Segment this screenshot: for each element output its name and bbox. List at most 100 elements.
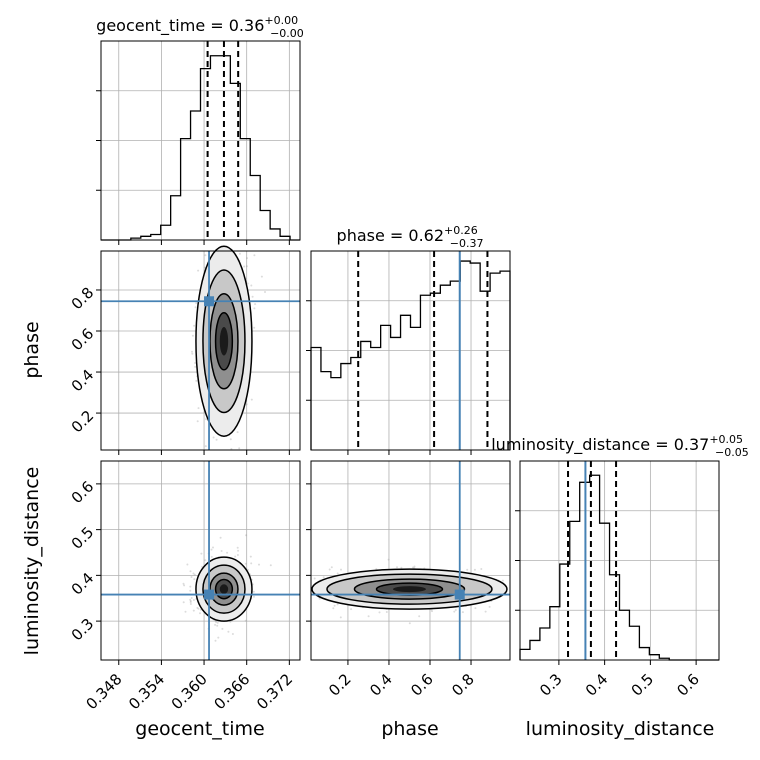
density-geocent-time-vs-luminosity-distance-sample [227,630,230,633]
density-geocent-time-vs-luminosity-distance-sample [192,599,195,601]
density-geocent-time-vs-luminosity-distance-sample [221,627,224,630]
density-geocent-time-vs-luminosity-distance-sample [237,549,240,552]
density-geocent-time-vs-luminosity-distance-sample [196,606,199,609]
density-geocent-time-vs-luminosity-distance-sample [189,585,192,588]
density-geocent-time-vs-luminosity-distance-sample [236,554,239,556]
density-geocent-time-vs-phase-sample [204,445,207,448]
density-geocent-time-vs-phase-sample [193,324,196,327]
density-geocent-time-vs-phase-sample [197,407,200,410]
xlabel-geocent-time: geocent_time [135,718,264,740]
density-phase-vs-luminosity-distance-sample [339,616,342,619]
density-geocent-time-vs-luminosity-distance-sample [220,550,223,552]
density-geocent-time-vs-phase-sample [197,269,200,272]
xtick-label-luminosity-distance: 0.4 [582,670,612,700]
density-geocent-time-vs-luminosity-distance-truth-marker [204,589,215,600]
density-geocent-time-vs-luminosity-distance-sample [193,578,196,581]
hist-phase-panel [306,250,511,455]
density-geocent-time-vs-luminosity-distance-sample [214,639,217,642]
density-phase-vs-luminosity-distance-sample [332,607,335,610]
density-geocent-time-vs-phase-sample [229,438,232,441]
hist-geocent-time-frame [100,40,301,241]
density-geocent-time-vs-luminosity-distance-sample [212,546,214,549]
density-phase-vs-luminosity-distance-sample [488,605,491,608]
density-geocent-time-vs-luminosity-distance-sample [244,562,247,565]
density-geocent-time-vs-phase-sample [254,303,257,306]
density-phase-vs-luminosity-distance-sample [322,576,325,579]
density-geocent-time-vs-luminosity-distance-sample [234,555,237,558]
density-geocent-time-vs-luminosity-distance-sample [217,636,220,639]
density-geocent-time-vs-luminosity-distance-sample [184,610,187,613]
density-phase-vs-luminosity-distance-sample [385,611,388,613]
ylabel-phase: phase [21,321,43,378]
density-geocent-time-vs-luminosity-distance-sample [249,555,252,558]
labels-layer: geocent_time = 0.36+0.00 −0.00 phase = 0.… [21,14,749,740]
density-geocent-time-vs-luminosity-distance-sample [215,621,218,623]
density-geocent-time-vs-luminosity-distance-sample [226,551,229,554]
density-geocent-time-vs-luminosity-distance-sample [182,582,185,585]
density-geocent-time-vs-phase-sample [245,403,248,406]
density-geocent-time-vs-luminosity-distance-sample [189,570,192,573]
density-geocent-time-vs-luminosity-distance-sample [189,598,192,601]
hist-luminosity-distance-step [519,474,719,661]
density-geocent-time-vs-luminosity-distance-sample [192,572,195,575]
density-geocent-time-vs-luminosity-distance-sample [199,612,201,615]
density-geocent-time-vs-luminosity-distance-sample [189,601,192,604]
density-geocent-time-vs-luminosity-distance-sample [231,633,234,635]
density-phase-vs-luminosity-distance-sample [400,566,403,569]
density-phase-vs-luminosity-distance-sample [333,604,336,607]
xtick-label-phase: 0.4 [366,670,396,700]
density-geocent-time-vs-luminosity-distance-sample [190,597,193,599]
density-geocent-time-vs-phase-sample [194,362,197,364]
density-geocent-time-vs-phase-sample [236,431,239,434]
density-phase-vs-luminosity-distance-sample [501,579,504,582]
ytick-label-luminosity-distance: 0.4 [68,569,98,599]
ytick-label-phase: 0.4 [68,366,98,396]
density-phase-vs-luminosity-distance-sample [412,566,414,569]
density-geocent-time-vs-phase-sample [264,291,266,293]
density-phase-vs-luminosity-distance-sample [378,611,381,614]
density-geocent-time-vs-luminosity-distance-sample [204,559,207,562]
density-geocent-time-vs-phase-sample [253,326,256,329]
density-phase-vs-luminosity-distance-sample [396,566,398,569]
ytick-label-luminosity-distance: 0.6 [68,478,98,508]
density-geocent-time-vs-luminosity-distance-sample [197,607,200,610]
xtick-label-luminosity-distance: 0.3 [536,670,566,700]
density-geocent-time-vs-luminosity-distance-sample [182,601,185,604]
hist-geocent-time-step [101,55,300,241]
density-phase-vs-luminosity-distance-sample [340,568,342,571]
density-phase-vs-luminosity-distance-panel: 0.2 0.4 0.6 0.8 [306,460,511,700]
density-geocent-time-vs-phase-sample [246,282,249,285]
density-geocent-time-vs-phase-sample [243,265,246,268]
density-geocent-time-vs-luminosity-distance-sample [192,609,195,612]
density-geocent-time-vs-phase-sample [191,352,194,355]
density-geocent-time-vs-phase-sample [251,295,254,298]
density-geocent-time-vs-luminosity-distance-sample [210,555,213,558]
density-geocent-time-vs-phase-sample [246,257,248,260]
density-geocent-time-vs-phase-contour-4 [219,327,229,356]
density-geocent-time-vs-phase-sample [195,379,198,382]
density-geocent-time-vs-luminosity-distance-sample [245,534,248,537]
density-phase-vs-luminosity-distance-sample [473,568,476,571]
density-geocent-time-vs-phase-sample [194,306,197,309]
density-geocent-time-vs-phase-sample [245,265,248,268]
density-phase-vs-luminosity-distance-sample [418,615,421,618]
xlabel-phase: phase [381,718,438,740]
density-geocent-time-vs-luminosity-distance-contour-4 [219,584,229,594]
density-geocent-time-vs-luminosity-distance-sample [186,563,189,566]
hist-phase-frame [310,250,511,451]
density-geocent-time-vs-luminosity-distance-sample [189,603,192,605]
density-geocent-time-vs-phase-panel: 0.2 0.4 0.6 0.8 [68,245,301,455]
density-phase-vs-luminosity-distance-contour-4 [392,586,426,593]
density-geocent-time-vs-phase-frame [100,250,301,451]
density-phase-vs-luminosity-distance-sample [336,603,339,606]
density-geocent-time-vs-phase-sample [191,350,193,353]
density-phase-vs-luminosity-distance-sample [484,610,487,613]
density-geocent-time-vs-phase-sample [250,284,253,287]
density-geocent-time-vs-luminosity-distance-sample [250,562,253,565]
density-geocent-time-vs-luminosity-distance-sample [183,584,186,587]
density-phase-vs-luminosity-distance-sample [453,610,456,613]
xtick-label-geocent-time: 0.372 [253,670,296,713]
density-phase-vs-luminosity-distance-sample [413,565,416,568]
density-geocent-time-vs-luminosity-distance-sample [193,573,196,576]
